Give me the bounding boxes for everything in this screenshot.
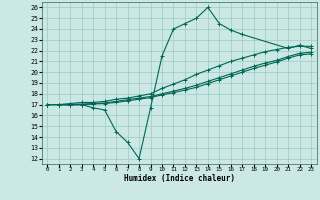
X-axis label: Humidex (Indice chaleur): Humidex (Indice chaleur)	[124, 174, 235, 183]
